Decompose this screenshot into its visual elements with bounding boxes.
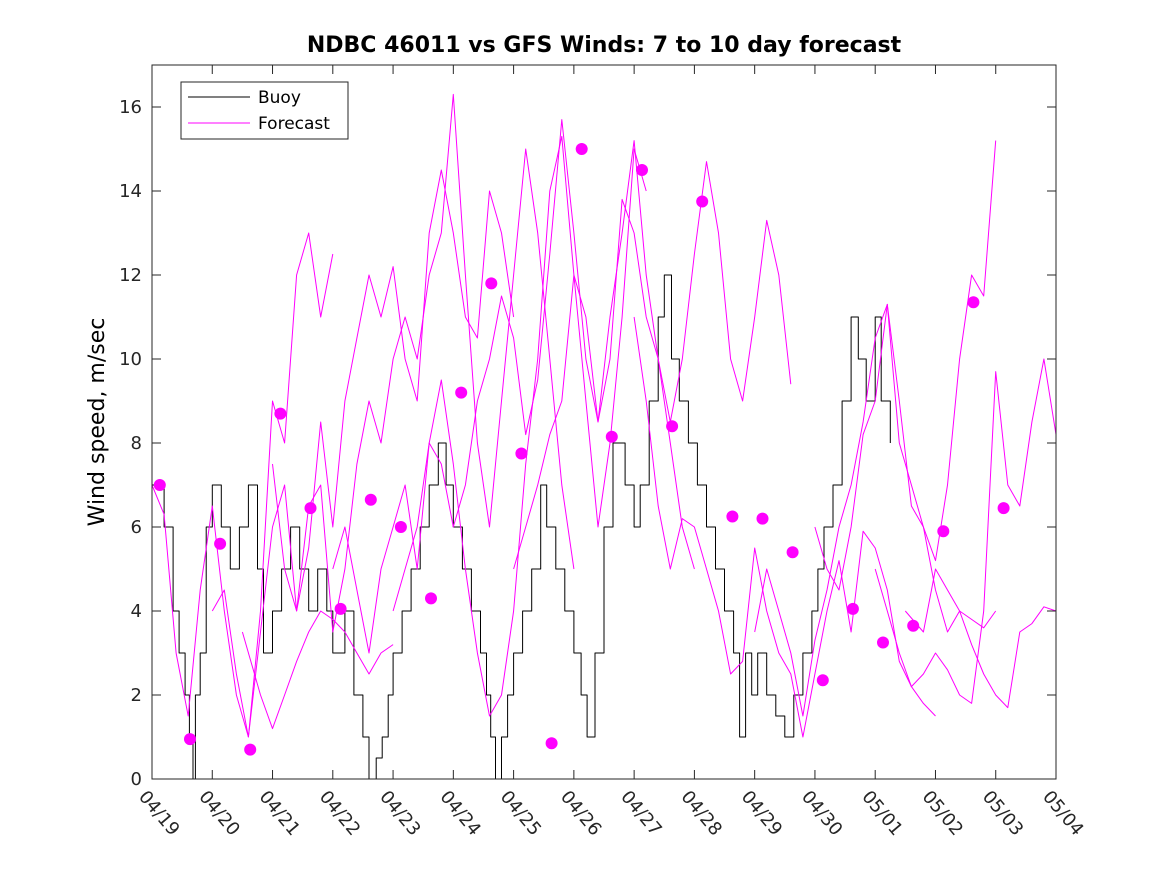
forecast-marker-3 [244, 743, 257, 756]
y-tick-label: 16 [119, 97, 142, 118]
forecast-series-line-2 [211, 169, 515, 738]
forecast-marker-27 [967, 296, 980, 309]
forecast-marker-2 [214, 537, 227, 550]
y-axis-label: Wind speed, m/sec [85, 318, 110, 527]
forecast-marker-4 [274, 407, 287, 420]
forecast-marker-15 [605, 430, 618, 443]
forecast-series-line-3 [272, 93, 575, 633]
forecast-series-line-9 [814, 140, 997, 591]
forecast-marker-23 [846, 602, 859, 615]
plot-area-frame [151, 64, 1057, 780]
forecast-series-line-5 [392, 119, 695, 612]
plot-lines [151, 93, 1057, 780]
forecast-marker-16 [636, 164, 648, 176]
forecast-marker-28 [997, 502, 1010, 515]
forecast-marker-6 [334, 602, 347, 615]
y-tick-label: 8 [131, 433, 142, 454]
legend: Buoy Forecast [180, 81, 349, 140]
y-tick-label: 6 [131, 517, 142, 538]
forecast-series-line-4 [332, 135, 647, 717]
legend-box [180, 81, 349, 140]
chart-title: NDBC 46011 vs GFS Winds: 7 to 10 day for… [307, 33, 902, 58]
forecast-marker-19 [726, 510, 739, 523]
forecast-series-line-10 [874, 358, 1057, 704]
forecast-marker-18 [696, 195, 709, 208]
forecast-marker-1 [184, 733, 196, 746]
forecast-series-line-11 [904, 568, 1057, 709]
forecast-marker-11 [485, 277, 498, 290]
y-tick-label: 14 [119, 181, 142, 202]
forecast-marker-17 [666, 420, 679, 433]
legend-forecast-label: Forecast [258, 114, 330, 134]
y-tick-label: 12 [119, 265, 142, 286]
forecast-marker-9 [425, 592, 437, 605]
forecast-marker-25 [907, 619, 920, 632]
y-tick-label: 0 [131, 769, 142, 790]
forecast-series-line-1 [151, 232, 334, 738]
forecast-marker-21 [786, 546, 799, 559]
y-tick-label: 10 [119, 349, 142, 370]
buoy-series-line [152, 274, 891, 780]
forecast-marker-0 [153, 479, 166, 491]
forecast-series-line-7 [633, 316, 936, 738]
forecast-marker-12 [515, 447, 528, 460]
forecast-marker-22 [816, 674, 829, 687]
forecast-marker-5 [304, 502, 317, 515]
forecast-marker-13 [545, 737, 558, 750]
forecast-marker-8 [394, 521, 407, 533]
forecast-marker-14 [575, 143, 588, 155]
forecast-marker-24 [877, 636, 889, 649]
forecast-series-line-6 [513, 161, 792, 570]
forecast-marker-26 [937, 525, 950, 538]
forecast-marker-10 [455, 386, 468, 399]
legend-buoy-label: Buoy [258, 88, 301, 108]
forecast-markers [153, 143, 1010, 756]
forecast-marker-7 [364, 493, 377, 506]
forecast-series-line-8 [754, 303, 997, 717]
y-axis-ticks: 0 2 4 6 8 10 12 14 16 [119, 97, 1056, 790]
forecast-marker-20 [756, 512, 769, 525]
y-tick-label: 2 [131, 685, 142, 706]
y-tick-label: 4 [131, 601, 142, 622]
forecast-series-line-12 [241, 610, 394, 730]
